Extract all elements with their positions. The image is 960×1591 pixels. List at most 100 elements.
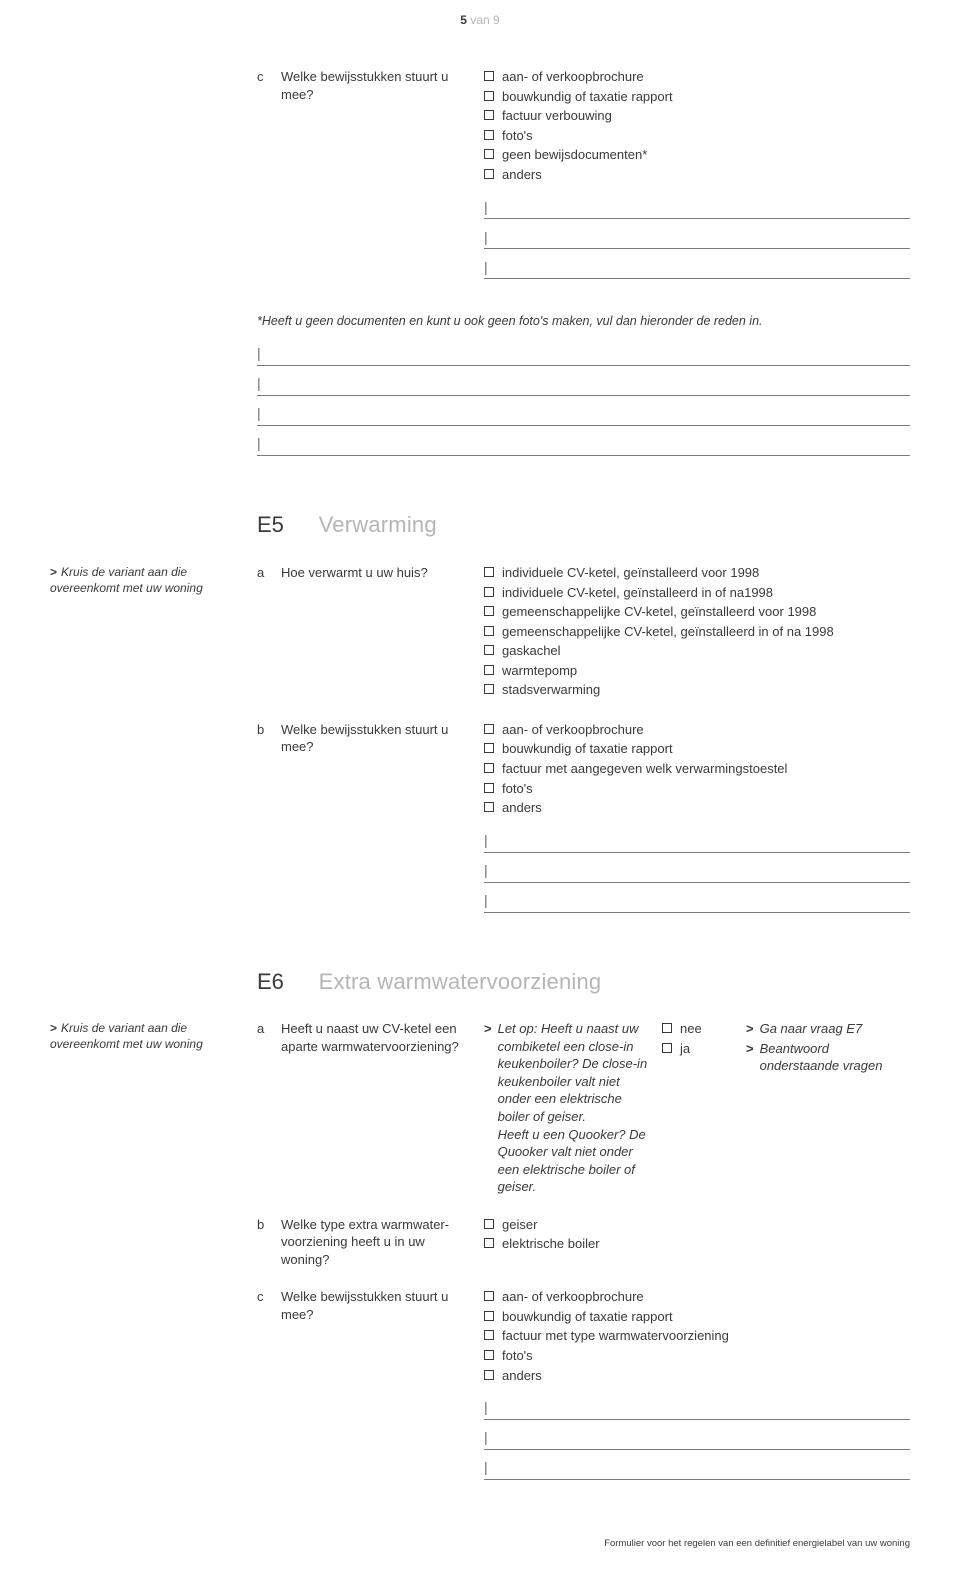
checkbox-item[interactable]: anders: [484, 799, 910, 817]
checkbox-item[interactable]: bouwkundig of taxatie rapport: [484, 740, 910, 758]
checkbox-icon: [484, 645, 494, 655]
checkbox-list: aan- of verkoopbrochure bouwkundig of ta…: [484, 1288, 910, 1484]
text-input-line[interactable]: |: [484, 193, 910, 219]
question-e5b: b Welke bewijsstukken stuurt u mee? aan-…: [50, 721, 910, 917]
checkbox-item[interactable]: foto's: [484, 127, 910, 145]
checkbox-label: warmtepomp: [502, 662, 577, 680]
checkbox-icon: [484, 684, 494, 694]
text-input-line[interactable]: |: [257, 370, 910, 396]
section-e5-heading-row: E5 Verwarming: [50, 466, 910, 558]
checkbox-label: bouwkundig of taxatie rapport: [502, 740, 673, 758]
checkbox-item[interactable]: geen bewijsdocumenten*: [484, 146, 910, 164]
checkbox-label: bouwkundig of taxatie rapport: [502, 88, 673, 106]
chevron-icon: >: [50, 565, 57, 579]
checkbox-label: bouwkundig of taxatie rapport: [502, 1308, 673, 1326]
freeform-lines: | | | |: [257, 340, 910, 456]
section-title: Extra warmwatervoorziening: [319, 969, 602, 994]
checkbox-item[interactable]: geiser: [484, 1216, 910, 1234]
page-total: 9: [493, 13, 500, 27]
margin-note: >Kruis de variant aan die overeenkomt me…: [50, 1020, 235, 1195]
checkbox-icon: [484, 1238, 494, 1248]
checkbox-item[interactable]: warmtepomp: [484, 662, 910, 680]
text-input-line[interactable]: |: [257, 340, 910, 366]
freeform-lines: | | |: [484, 827, 910, 913]
checkbox-label: aan- of verkoopbrochure: [502, 68, 644, 86]
checkbox-item[interactable]: gaskachel: [484, 642, 910, 660]
question-label: a Hoe verwarmt u uw huis?: [257, 564, 462, 701]
question-text: Heeft u naast uw CV-ketel een aparte war…: [281, 1020, 462, 1195]
checkbox-label: ja: [680, 1040, 690, 1058]
chevron-icon: >: [50, 1021, 57, 1035]
checkbox-label: individuele CV-ketel, geïnstalleerd in o…: [502, 584, 773, 602]
checkbox-item[interactable]: aan- of verkoopbrochure: [484, 68, 910, 86]
checkbox-item-ja[interactable]: ja: [662, 1040, 732, 1058]
checkbox-item[interactable]: bouwkundig of taxatie rapport: [484, 88, 910, 106]
e6a-right-block: > Let op: Heeft u naast uw combiketel ee…: [484, 1020, 910, 1195]
checkbox-item[interactable]: stadsverwarming: [484, 681, 910, 699]
section-code: E6: [257, 967, 315, 997]
chevron-icon: >: [746, 1020, 754, 1038]
question-c-top: c Welke bewijsstukken stuurt u mee? aan-…: [50, 68, 910, 283]
page-current: 5: [460, 13, 467, 27]
branch-actions: >Ga naar vraag E7 >Beantwoord onderstaan…: [746, 1020, 910, 1195]
question-letter: a: [257, 564, 269, 701]
checkbox-item[interactable]: factuur met type warmwatervoorziening: [484, 1327, 910, 1345]
checkbox-item[interactable]: foto's: [484, 780, 910, 798]
checkbox-item[interactable]: foto's: [484, 1347, 910, 1365]
checkbox-icon: [484, 1350, 494, 1360]
checkbox-label: stadsverwarming: [502, 681, 600, 699]
question-letter: b: [257, 721, 269, 917]
checkbox-label: anders: [502, 1367, 542, 1385]
freeform-lines: | | |: [484, 1394, 910, 1480]
checkbox-icon: [484, 1291, 494, 1301]
checkbox-item[interactable]: factuur verbouwing: [484, 107, 910, 125]
checkbox-label: gemeenschappelijke CV-ketel, geïnstallee…: [502, 623, 834, 641]
question-text: Welke type extra warmwater­voorziening h…: [281, 1216, 462, 1269]
page-footer: Formulier voor het regelen van een defin…: [50, 1538, 910, 1551]
text-input-line[interactable]: |: [257, 400, 910, 426]
checkbox-item[interactable]: individuele CV-ketel, geïnstalleerd in o…: [484, 584, 910, 602]
checkbox-item[interactable]: gemeenschappelijke CV-ketel, geïnstallee…: [484, 603, 910, 621]
checkbox-item[interactable]: anders: [484, 1367, 910, 1385]
checkbox-item[interactable]: bouwkundig of taxatie rapport: [484, 1308, 910, 1326]
text-input-line[interactable]: |: [257, 430, 910, 456]
checkbox-item[interactable]: elektrische boiler: [484, 1235, 910, 1253]
question-e6c: c Welke bewijsstukken stuurt u mee? aan-…: [50, 1288, 910, 1484]
yes-no-group: nee ja: [662, 1020, 732, 1195]
text-input-line[interactable]: |: [484, 857, 910, 883]
text-input-line[interactable]: |: [484, 1454, 910, 1480]
checkbox-icon: [484, 743, 494, 753]
checkbox-item[interactable]: factuur met aangegeven welk verwarmingst…: [484, 760, 910, 778]
hint-text: Let op: Heeft u naast uw combiketel een …: [498, 1020, 648, 1195]
checkbox-icon: [484, 71, 494, 81]
checkbox-item[interactable]: aan- of verkoopbrochure: [484, 721, 910, 739]
checkbox-item[interactable]: aan- of verkoopbrochure: [484, 1288, 910, 1306]
checkbox-item-nee[interactable]: nee: [662, 1020, 732, 1038]
checkbox-label: gaskachel: [502, 642, 561, 660]
section-heading: E5 Verwarming: [257, 510, 910, 540]
checkbox-item[interactable]: anders: [484, 166, 910, 184]
action-text: Beantwoord onderstaande vragen: [760, 1040, 910, 1075]
checkbox-icon: [484, 763, 494, 773]
checkbox-item[interactable]: gemeenschappelijke CV-ketel, geïnstallee…: [484, 623, 910, 641]
text-input-line[interactable]: |: [484, 1424, 910, 1450]
question-e6b: b Welke type extra warmwater­voorziening…: [50, 1216, 910, 1269]
checkbox-list: aan- of verkoopbrochure bouwkundig of ta…: [484, 721, 910, 917]
text-input-line[interactable]: |: [484, 223, 910, 249]
text-input-line[interactable]: |: [484, 827, 910, 853]
question-label: c Welke bewijsstukken stuurt u mee?: [257, 68, 462, 283]
text-input-line[interactable]: |: [484, 887, 910, 913]
text-input-line[interactable]: |: [484, 1394, 910, 1420]
question-text: Hoe verwarmt u uw huis?: [281, 564, 462, 701]
text-input-line[interactable]: |: [484, 253, 910, 279]
checkbox-label: factuur met type warmwatervoorziening: [502, 1327, 729, 1345]
checkbox-item[interactable]: individuele CV-ketel, geïnstalleerd voor…: [484, 564, 910, 582]
checkbox-icon: [484, 149, 494, 159]
checkbox-icon: [484, 567, 494, 577]
note-row: *Heeft u geen documenten en kunt u ook g…: [50, 289, 910, 460]
checkbox-label: factuur verbouwing: [502, 107, 612, 125]
checkbox-icon: [484, 802, 494, 812]
checkbox-label: foto's: [502, 1347, 533, 1365]
checkbox-label: gemeenschappelijke CV-ketel, geïnstallee…: [502, 603, 816, 621]
checkbox-label: geiser: [502, 1216, 537, 1234]
